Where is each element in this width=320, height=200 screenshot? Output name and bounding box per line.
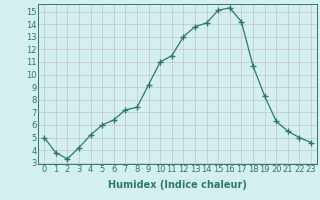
X-axis label: Humidex (Indice chaleur): Humidex (Indice chaleur) — [108, 180, 247, 190]
